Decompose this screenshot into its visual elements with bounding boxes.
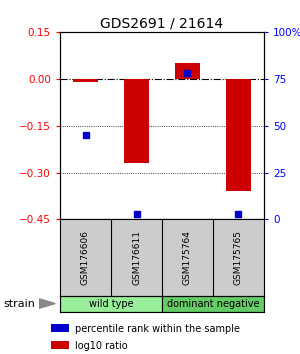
Text: wild type: wild type: [89, 298, 133, 309]
Text: log10 ratio: log10 ratio: [75, 341, 128, 351]
Bar: [226, 79, 251, 191]
Text: GSM176611: GSM176611: [132, 230, 141, 285]
Bar: [60, 296, 162, 312]
Polygon shape: [39, 299, 55, 308]
Text: percentile rank within the sample: percentile rank within the sample: [75, 324, 240, 334]
Text: GSM175765: GSM175765: [234, 230, 243, 285]
Text: strain: strain: [3, 298, 35, 309]
Text: dominant negative: dominant negative: [167, 298, 259, 309]
Text: GSM176606: GSM176606: [81, 230, 90, 285]
Bar: [175, 63, 200, 79]
Title: GDS2691 / 21614: GDS2691 / 21614: [100, 17, 224, 31]
Bar: [73, 79, 98, 82]
Bar: [124, 79, 149, 163]
Bar: [162, 296, 264, 312]
Text: GSM175764: GSM175764: [183, 230, 192, 285]
